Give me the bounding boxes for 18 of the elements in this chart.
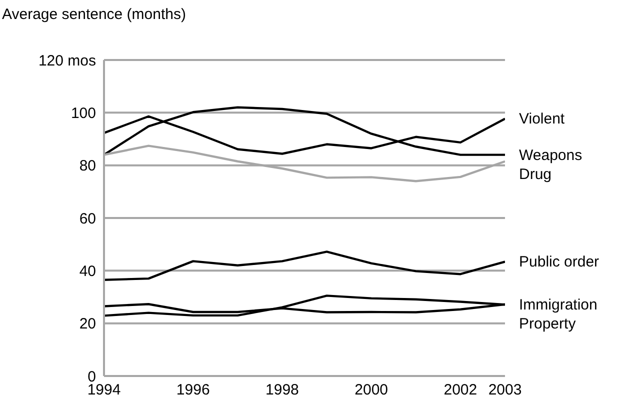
series-label: Property <box>519 316 576 333</box>
x-tick-label: 2003 <box>488 382 522 399</box>
x-tick-label: 1996 <box>176 382 210 399</box>
y-tick-label: 60 <box>79 210 96 228</box>
series-label: Public order <box>519 254 600 271</box>
x-tick-label: 1998 <box>266 382 299 399</box>
series-label: Violent <box>519 110 566 128</box>
series-label: Drug <box>519 166 552 183</box>
y-tick-label: 40 <box>79 262 96 280</box>
x-tick-label: 2000 <box>354 382 388 399</box>
series-label: Immigration <box>519 296 598 314</box>
x-tick-label: 2002 <box>444 382 478 399</box>
y-tick-label: 100 <box>70 104 96 122</box>
y-axis-title: Average sentence (months) <box>2 6 186 23</box>
series-label: Weapons <box>519 146 582 164</box>
y-tick-label: 120 mos <box>38 52 96 70</box>
y-tick-label: 80 <box>79 158 96 175</box>
y-tick-label: 20 <box>79 316 96 333</box>
